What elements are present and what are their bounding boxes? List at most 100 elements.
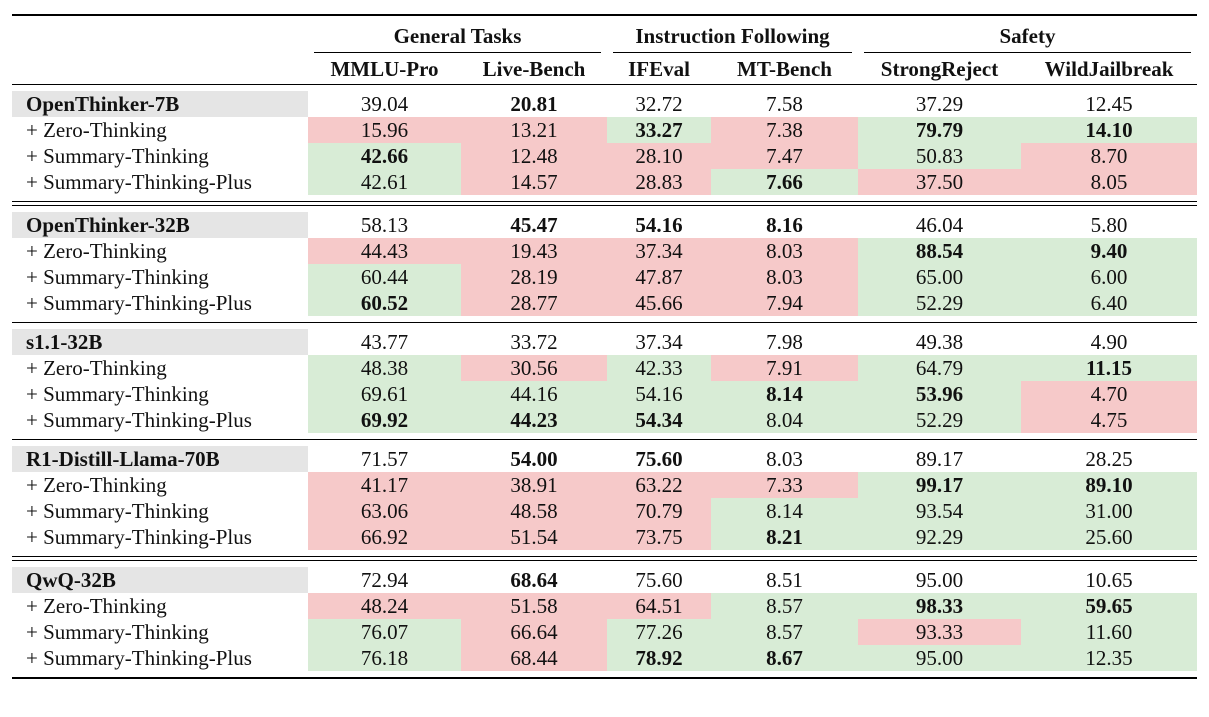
score-cell-live-bench: 68.44 (461, 645, 607, 671)
score-cell-live-bench: 14.57 (461, 169, 607, 195)
score-cell-mt-bench: 8.16 (711, 212, 858, 238)
score-cell-ifeval: 54.16 (607, 212, 711, 238)
score-cell-mt-bench: 7.94 (711, 290, 858, 316)
score-cell-wildjailbreak: 59.65 (1021, 593, 1197, 619)
variant-name: + Summary-Thinking-Plus (26, 170, 252, 194)
score-cell-ifeval: 54.34 (607, 407, 711, 433)
score-cell-mt-bench: 7.47 (711, 143, 858, 169)
score-cell-mt-bench: 7.91 (711, 355, 858, 381)
score-cell-ifeval: 37.34 (607, 329, 711, 355)
score-cell-strongreject: 49.38 (858, 329, 1021, 355)
score-cell-strongreject: 89.17 (858, 446, 1021, 472)
score-cell-wildjailbreak: 4.90 (1021, 329, 1197, 355)
score-cell-mmlu-pro: 43.77 (308, 329, 461, 355)
variant-row: + Zero-Thinking 44.43 19.43 37.34 8.03 88.54 9… (12, 238, 1197, 264)
score-cell-live-bench: 19.43 (461, 238, 607, 264)
variant-row: + Zero-Thinking 48.38 30.56 42.33 7.91 64.79 1… (12, 355, 1197, 381)
score-cell-strongreject: 93.54 (858, 498, 1021, 524)
variant-row: + Zero-Thinking 41.17 38.91 63.22 7.33 99.17 8… (12, 472, 1197, 498)
score-cell-live-bench: 28.77 (461, 290, 607, 316)
model-name: OpenThinker-7B (12, 91, 308, 117)
model-row: R1-Distill-Llama-70B 71.57 54.00 75.60 8.03 8… (12, 446, 1197, 472)
variant-row: + Summary-Thinking-Plus 76.18 68.44 78.92 8.… (12, 645, 1197, 671)
column-header-mt-bench: MT-Bench (737, 57, 832, 81)
score-cell-wildjailbreak: 12.45 (1021, 91, 1197, 117)
variant-row: + Zero-Thinking 48.24 51.58 64.51 8.57 98.33 5… (12, 593, 1197, 619)
score-cell-mt-bench: 7.98 (711, 329, 858, 355)
variant-row: + Summary-Thinking-Plus 60.52 28.77 45.66 7.… (12, 290, 1197, 316)
score-cell-mmlu-pro: 15.96 (308, 117, 461, 143)
score-cell-strongreject: 50.83 (858, 143, 1021, 169)
score-cell-mt-bench: 8.21 (711, 524, 858, 550)
group-header-safety: Safety (858, 16, 1197, 54)
score-cell-wildjailbreak: 12.35 (1021, 645, 1197, 671)
variant-row: + Summary-Thinking 60.44 28.19 47.87 8.03 65.… (12, 264, 1197, 290)
score-cell-mmlu-pro: 72.94 (308, 567, 461, 593)
model-name: QwQ-32B (12, 567, 308, 593)
score-cell-wildjailbreak: 28.25 (1021, 446, 1197, 472)
variant-name: + Summary-Thinking-Plus (26, 646, 252, 670)
score-cell-ifeval: 28.83 (607, 169, 711, 195)
group-header-row: General Tasks Instruction Following Safe… (12, 16, 1197, 54)
variant-name: + Summary-Thinking (26, 499, 209, 523)
score-cell-mmlu-pro: 60.44 (308, 264, 461, 290)
score-cell-strongreject: 64.79 (858, 355, 1021, 381)
score-cell-mt-bench: 8.51 (711, 567, 858, 593)
variant-name: + Summary-Thinking (26, 265, 209, 289)
score-cell-ifeval: 47.87 (607, 264, 711, 290)
score-cell-live-bench: 12.48 (461, 143, 607, 169)
score-cell-mmlu-pro: 63.06 (308, 498, 461, 524)
score-cell-wildjailbreak: 6.00 (1021, 264, 1197, 290)
group-header-general-tasks: General Tasks (308, 16, 607, 54)
variant-name: + Zero-Thinking (26, 473, 167, 497)
score-cell-live-bench: 54.00 (461, 446, 607, 472)
score-cell-live-bench: 45.47 (461, 212, 607, 238)
score-cell-wildjailbreak: 4.75 (1021, 407, 1197, 433)
score-cell-wildjailbreak: 31.00 (1021, 498, 1197, 524)
score-cell-ifeval: 54.16 (607, 381, 711, 407)
column-header-strongreject: StrongReject (880, 57, 999, 81)
score-cell-mt-bench: 8.57 (711, 593, 858, 619)
score-cell-mt-bench: 8.03 (711, 446, 858, 472)
score-cell-wildjailbreak: 6.40 (1021, 290, 1197, 316)
score-cell-mt-bench: 7.38 (711, 117, 858, 143)
variant-name: + Summary-Thinking-Plus (26, 408, 252, 432)
score-cell-mt-bench: 8.03 (711, 238, 858, 264)
score-cell-mmlu-pro: 69.92 (308, 407, 461, 433)
model-row: QwQ-32B 72.94 68.64 75.60 8.51 95.00 10.65 (12, 567, 1197, 593)
variant-row: + Summary-Thinking-Plus 66.92 51.54 73.75 8.… (12, 524, 1197, 550)
score-cell-live-bench: 68.64 (461, 567, 607, 593)
variant-name: + Summary-Thinking (26, 144, 209, 168)
variant-name: + Summary-Thinking-Plus (26, 525, 252, 549)
score-cell-wildjailbreak: 4.70 (1021, 381, 1197, 407)
column-header-row: MMLU-Pro Live-Bench IFEval MT-Bench Stro… (12, 54, 1197, 85)
variant-name: + Zero-Thinking (26, 239, 167, 263)
model-name: R1-Distill-Llama-70B (12, 446, 308, 472)
score-cell-wildjailbreak: 25.60 (1021, 524, 1197, 550)
variant-row: + Summary-Thinking 42.66 12.48 28.10 7.47 50.… (12, 143, 1197, 169)
model-row: OpenThinker-32B 58.13 45.47 54.16 8.16 46.04 5… (12, 212, 1197, 238)
score-cell-ifeval: 45.66 (607, 290, 711, 316)
variant-row: + Summary-Thinking 63.06 48.58 70.79 8.14 93.… (12, 498, 1197, 524)
variant-row: + Summary-Thinking-Plus 42.61 14.57 28.83 7.… (12, 169, 1197, 195)
results-table: General Tasks Instruction Following Safe… (12, 14, 1197, 680)
column-header-mmlu-pro: MMLU-Pro (330, 57, 439, 81)
model-row: OpenThinker-7B 39.04 20.81 32.72 7.58 37.29 12… (12, 91, 1197, 117)
score-cell-wildjailbreak: 89.10 (1021, 472, 1197, 498)
rule-separator (12, 556, 1197, 561)
variant-name: + Zero-Thinking (26, 118, 167, 142)
variant-row: + Summary-Thinking 76.07 66.64 77.26 8.57 93.… (12, 619, 1197, 645)
group-header-instruction-following: Instruction Following (607, 16, 858, 54)
variant-row: + Summary-Thinking 69.61 44.16 54.16 8.14 53.… (12, 381, 1197, 407)
score-cell-strongreject: 52.29 (858, 407, 1021, 433)
score-cell-strongreject: 88.54 (858, 238, 1021, 264)
score-cell-live-bench: 30.56 (461, 355, 607, 381)
variant-name: + Summary-Thinking (26, 382, 209, 406)
score-cell-mt-bench: 8.03 (711, 264, 858, 290)
score-cell-mt-bench: 8.04 (711, 407, 858, 433)
score-cell-mmlu-pro: 48.24 (308, 593, 461, 619)
score-cell-live-bench: 38.91 (461, 472, 607, 498)
model-name: OpenThinker-32B (12, 212, 308, 238)
score-cell-ifeval: 78.92 (607, 645, 711, 671)
score-cell-strongreject: 46.04 (858, 212, 1021, 238)
